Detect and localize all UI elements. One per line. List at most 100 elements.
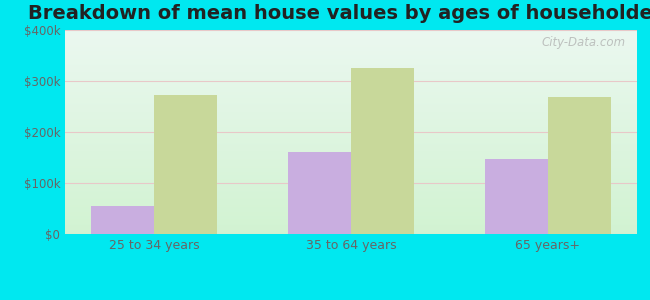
Bar	[65, 78, 637, 79]
Bar	[65, 114, 637, 115]
Bar	[65, 160, 637, 161]
Bar	[65, 220, 637, 221]
Bar	[65, 175, 637, 176]
Bar	[65, 110, 637, 111]
Bar	[65, 47, 637, 48]
Bar	[65, 86, 637, 87]
Bar	[65, 39, 637, 40]
Bar	[65, 135, 637, 136]
Bar	[65, 118, 637, 119]
Bar	[65, 95, 637, 96]
Bar	[65, 181, 637, 182]
Bar	[65, 179, 637, 180]
Bar	[65, 61, 637, 63]
Bar	[65, 106, 637, 107]
Bar	[65, 198, 637, 199]
Bar	[65, 92, 637, 93]
Bar	[65, 140, 637, 141]
Bar	[65, 230, 637, 231]
Bar	[65, 31, 637, 32]
Bar	[65, 74, 637, 75]
Bar	[65, 170, 637, 171]
Bar	[65, 171, 637, 172]
Bar	[65, 55, 637, 56]
Bar	[65, 66, 637, 67]
Bar	[65, 177, 637, 178]
Bar	[65, 195, 637, 196]
Bar	[65, 158, 637, 160]
Bar	[65, 183, 637, 184]
Bar	[65, 144, 637, 145]
Bar	[65, 117, 637, 118]
Bar	[65, 217, 637, 218]
Bar	[65, 122, 637, 123]
Bar	[65, 50, 637, 51]
Bar	[65, 200, 637, 201]
Bar	[65, 111, 637, 112]
Bar	[351, 68, 414, 234]
Bar	[65, 219, 637, 220]
Bar	[65, 80, 637, 81]
Bar	[65, 148, 637, 149]
Bar	[65, 136, 637, 137]
Bar	[65, 232, 637, 233]
Bar	[65, 93, 637, 94]
Bar	[65, 174, 637, 175]
Bar	[65, 139, 637, 140]
Bar	[65, 137, 637, 138]
Bar	[65, 35, 637, 36]
Title: Breakdown of mean house values by ages of householders: Breakdown of mean house values by ages o…	[28, 4, 650, 23]
Bar	[65, 141, 637, 142]
Bar	[65, 147, 637, 148]
Bar	[65, 193, 637, 194]
Bar	[65, 218, 637, 219]
Bar	[65, 211, 637, 212]
Bar	[65, 185, 637, 186]
Bar	[65, 48, 637, 50]
Bar	[65, 189, 637, 190]
Bar	[65, 72, 637, 73]
Bar	[65, 191, 637, 192]
Bar	[65, 231, 637, 232]
Bar	[65, 70, 637, 71]
Bar	[154, 95, 217, 234]
Bar	[65, 58, 637, 60]
Bar	[65, 42, 637, 43]
Bar	[65, 212, 637, 213]
Bar	[65, 41, 637, 42]
Bar	[65, 194, 637, 195]
Bar	[65, 51, 637, 52]
Bar	[65, 101, 637, 102]
Bar	[65, 149, 637, 150]
Bar	[65, 77, 637, 78]
Bar	[65, 89, 637, 90]
Bar	[65, 209, 637, 211]
Bar	[65, 187, 637, 188]
Bar	[65, 196, 637, 197]
Bar	[65, 119, 637, 120]
Bar	[65, 109, 637, 110]
Bar	[65, 121, 637, 122]
Bar	[65, 87, 637, 88]
Bar	[65, 38, 637, 39]
Bar	[65, 186, 637, 187]
Bar	[65, 155, 637, 157]
Bar	[91, 206, 154, 234]
Bar	[65, 208, 637, 209]
Bar	[65, 160, 637, 162]
Bar	[65, 104, 637, 106]
Bar	[65, 163, 637, 164]
Bar	[65, 142, 637, 143]
Bar	[65, 96, 637, 97]
Bar	[65, 192, 637, 193]
Bar	[65, 107, 637, 109]
Bar	[65, 202, 637, 203]
Bar	[65, 130, 637, 131]
Bar	[65, 165, 637, 166]
Bar	[65, 99, 637, 101]
Bar	[65, 68, 637, 69]
Bar	[65, 98, 637, 99]
Bar	[65, 83, 637, 84]
Bar	[65, 172, 637, 173]
Bar	[65, 132, 637, 133]
